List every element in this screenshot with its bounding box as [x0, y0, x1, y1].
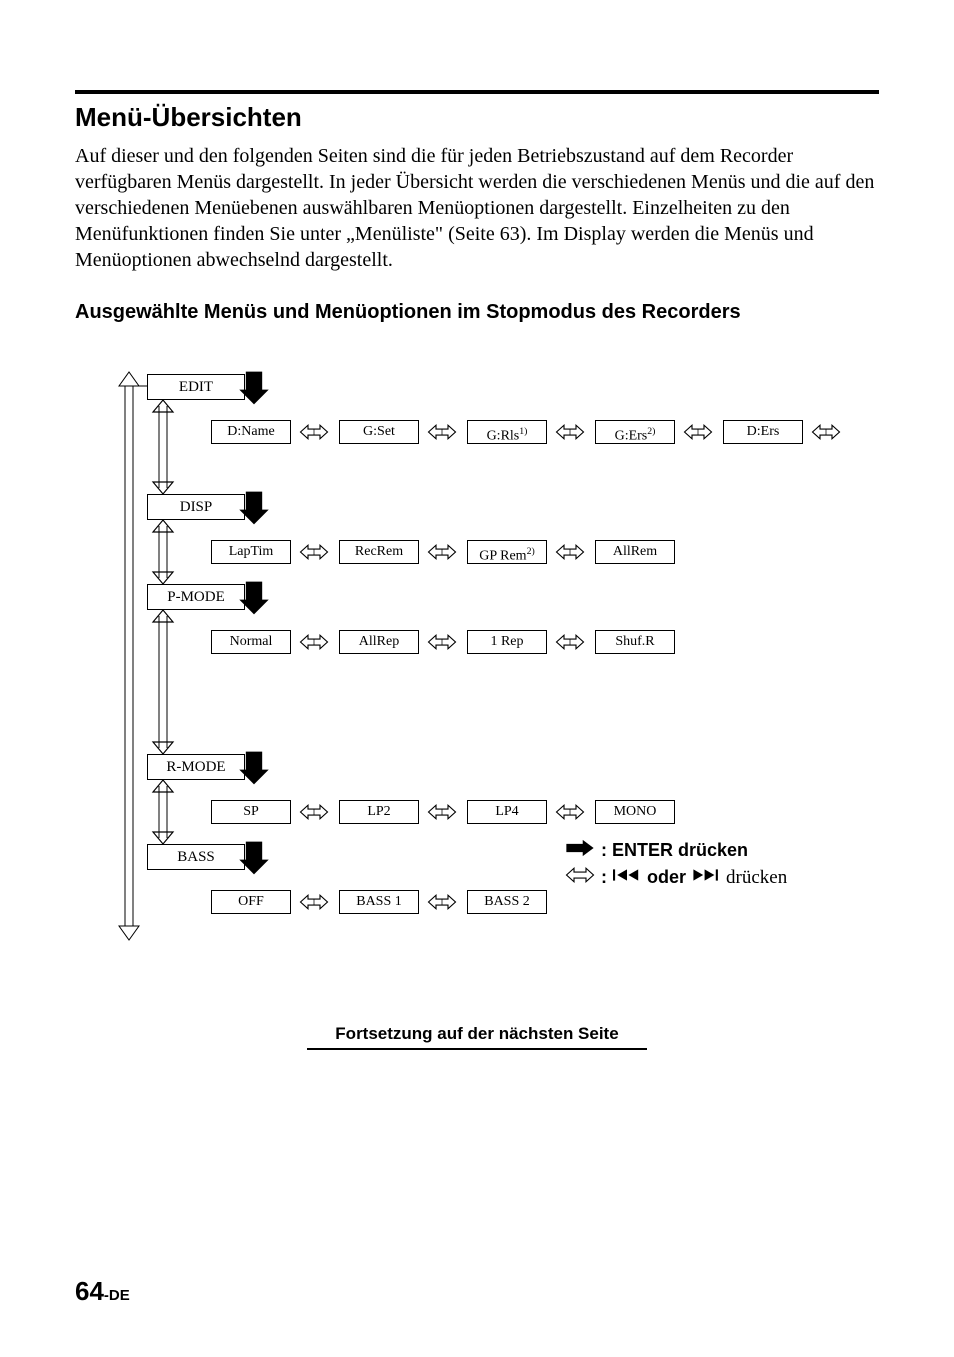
- menu-option: G:Ers2): [595, 420, 675, 444]
- bidi-arrow-icon: [299, 542, 329, 562]
- page-number-value: 64: [75, 1276, 104, 1306]
- menu-option: AllRep: [339, 630, 419, 654]
- top-rule: [75, 90, 879, 94]
- section-subheading: Ausgewählte Menüs und Menüoptionen im St…: [75, 301, 879, 324]
- menu-option: LP2: [339, 800, 419, 824]
- legend-colon: :: [601, 867, 607, 888]
- menu-option: MONO: [595, 800, 675, 824]
- menu-diagram: EDIT DISP P-MODE R-MODE BASS D:Name G:Set G:Rls…: [85, 366, 885, 1006]
- menu-option: BASS 2: [467, 890, 547, 914]
- bidi-arrow-icon: [427, 892, 457, 912]
- menu-option: Shuf.R: [595, 630, 675, 654]
- menu-option: BASS 1: [339, 890, 419, 914]
- legend-row-prevnext: : oder drücken: [565, 865, 787, 890]
- intro-paragraph: Auf dieser und den folgenden Seiten sind…: [75, 143, 879, 273]
- bidi-arrow-icon: [565, 865, 595, 890]
- enter-arrow-icon: [237, 840, 271, 876]
- enter-arrow-icon: [237, 490, 271, 526]
- menu-option: LapTim: [211, 540, 291, 564]
- legend-oder: oder: [647, 867, 686, 888]
- legend-row-enter: : ENTER drücken: [565, 838, 787, 863]
- menu-category: DISP: [147, 494, 245, 520]
- bidi-arrow-icon: [299, 892, 329, 912]
- bidi-arrow-icon: [299, 802, 329, 822]
- menu-category: BASS: [147, 844, 245, 870]
- menu-option: D:Ers: [723, 420, 803, 444]
- legend-enter-label: : ENTER drücken: [601, 840, 748, 861]
- menu-option: AllRem: [595, 540, 675, 564]
- bidi-arrow-icon: [683, 422, 713, 442]
- menu-option: OFF: [211, 890, 291, 914]
- bidi-arrow-icon: [299, 632, 329, 652]
- menu-option: D:Name: [211, 420, 291, 444]
- menu-category: R-MODE: [147, 754, 245, 780]
- right-arrow-icon: [565, 838, 595, 863]
- page-title: Menü-Übersichten: [75, 102, 879, 133]
- menu-option: RecRem: [339, 540, 419, 564]
- menu-category: EDIT: [147, 374, 245, 400]
- menu-option: GP Rem2): [467, 540, 547, 564]
- enter-arrow-icon: [237, 370, 271, 406]
- bidi-arrow-icon: [299, 422, 329, 442]
- continuation-notice: Fortsetzung auf der nächsten Seite: [307, 1024, 647, 1050]
- bidi-arrow-icon: [555, 802, 585, 822]
- bidi-arrow-icon: [427, 802, 457, 822]
- legend-tail: drücken: [726, 867, 787, 889]
- enter-arrow-icon: [237, 750, 271, 786]
- prev-track-icon: [613, 867, 641, 888]
- menu-option: Normal: [211, 630, 291, 654]
- menu-category: P-MODE: [147, 584, 245, 610]
- page-number: 64-DE: [75, 1276, 130, 1307]
- bidi-arrow-icon: [555, 422, 585, 442]
- menu-option: SP: [211, 800, 291, 824]
- bidi-arrow-icon: [427, 422, 457, 442]
- bidi-arrow-icon: [427, 632, 457, 652]
- menu-option: 1 Rep: [467, 630, 547, 654]
- bidi-arrow-icon: [555, 632, 585, 652]
- bidi-arrow-icon: [427, 542, 457, 562]
- bidi-arrow-icon: [555, 542, 585, 562]
- bidi-arrow-icon: [811, 422, 841, 442]
- page-number-suffix: -DE: [104, 1287, 130, 1304]
- menu-option: G:Set: [339, 420, 419, 444]
- legend: : ENTER drücken: oder drücken: [565, 838, 787, 892]
- enter-arrow-icon: [237, 580, 271, 616]
- menu-option: LP4: [467, 800, 547, 824]
- menu-option: G:Rls1): [467, 420, 547, 444]
- next-track-icon: [692, 867, 720, 888]
